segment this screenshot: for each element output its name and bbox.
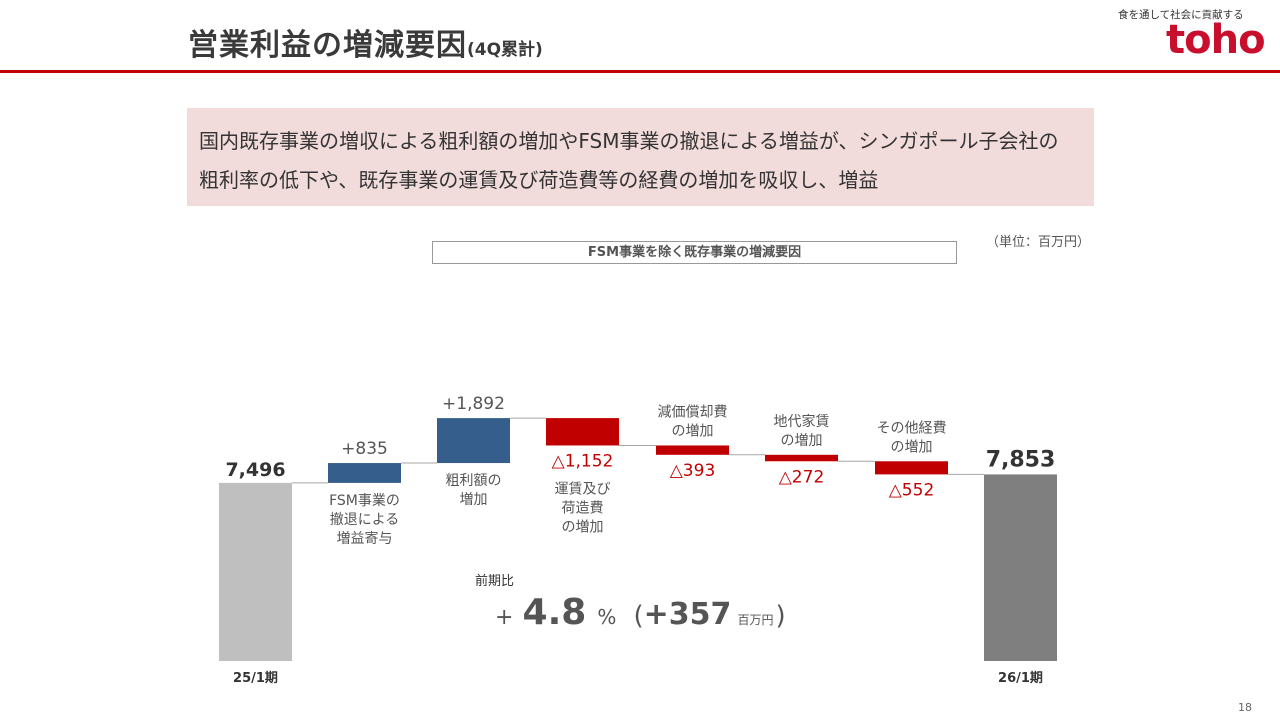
category-label-freight: の増加 (562, 519, 604, 535)
category-label-other-expenses: その他経費 (877, 420, 947, 436)
bar-rent (765, 454, 838, 462)
x-label-end: 26/1期 (998, 671, 1043, 686)
bar-start-value-label: 7,496 (225, 459, 285, 481)
category-label-fsm-exit: 撤退による (330, 512, 400, 528)
ratio-paren-open: ( (633, 601, 644, 631)
category-label-gross-profit: 粗利額の (446, 473, 502, 489)
ratio-amount-unit: 百万円 (737, 613, 774, 627)
unit-label: （単位：百万円） (986, 235, 1091, 250)
ratio-plus: + (495, 605, 514, 630)
toho-logo: toho (1166, 17, 1266, 63)
existing-business-bracket: FSM事業を除く既存事業の増減要因 (432, 241, 957, 264)
category-label-depreciation: の増加 (672, 423, 714, 439)
title-underline (0, 70, 1280, 73)
category-label-rent: の増加 (781, 433, 823, 449)
category-label-freight: 荷造費 (562, 500, 604, 516)
category-label-fsm-exit: 増益寄与 (337, 530, 393, 547)
ratio-value: + 4.8 % (+357 百万円) (495, 592, 786, 633)
bar-gross-profit (437, 418, 510, 464)
bar-fsm-exit (328, 463, 401, 483)
x-label-start: 25/1期 (233, 671, 278, 686)
ratio-label: 前期比 (475, 574, 515, 589)
category-label-rent: 地代家賃 (774, 413, 830, 430)
ratio-percent-sign: % (597, 605, 617, 629)
ratio-amount: +357 (643, 597, 732, 632)
tagline: 食を通して社会に貢献する (1118, 9, 1244, 21)
category-label-depreciation: 減価償却費 (658, 403, 728, 420)
bar-end-value-label: 7,853 (986, 447, 1056, 472)
bar-other-expenses (875, 461, 948, 475)
summary-box: 国内既存事業の増収による粗利額の増加やFSM事業の撤退による増益が、シンガポール… (187, 108, 1094, 206)
value-label-freight: △1,152 (552, 451, 614, 471)
page-title: 営業利益の増減要因(4Q累計) (188, 28, 543, 63)
category-label-freight: 運賃及び (555, 481, 611, 497)
bar-start (219, 482, 292, 661)
value-label-rent: △272 (779, 467, 825, 487)
category-label-other-expenses: の増加 (891, 439, 933, 455)
value-label-depreciation: △393 (670, 461, 716, 481)
ratio-percent: 4.8 (522, 592, 587, 633)
summary-line-2: 粗利率の低下や、既存事業の運賃及び荷造費等の経費の増加を吸収し、増益 (199, 168, 879, 192)
category-label-fsm-exit: FSM事業の (329, 493, 400, 509)
bar-freight (546, 418, 619, 446)
bar-end (984, 474, 1057, 661)
page-title-sub: (4Q累計) (467, 40, 543, 60)
category-label-gross-profit: 増加 (460, 492, 488, 508)
value-label-fsm-exit: +835 (341, 439, 388, 459)
ratio-paren-close: ) (775, 601, 786, 631)
value-label-other-expenses: △552 (889, 480, 935, 500)
summary-line-1: 国内既存事業の増収による粗利額の増加やFSM事業の撤退による増益が、シンガポール… (199, 129, 1059, 153)
page-number: 18 (1238, 701, 1252, 714)
bar-depreciation (656, 445, 729, 455)
value-label-gross-profit: +1,892 (442, 394, 505, 414)
